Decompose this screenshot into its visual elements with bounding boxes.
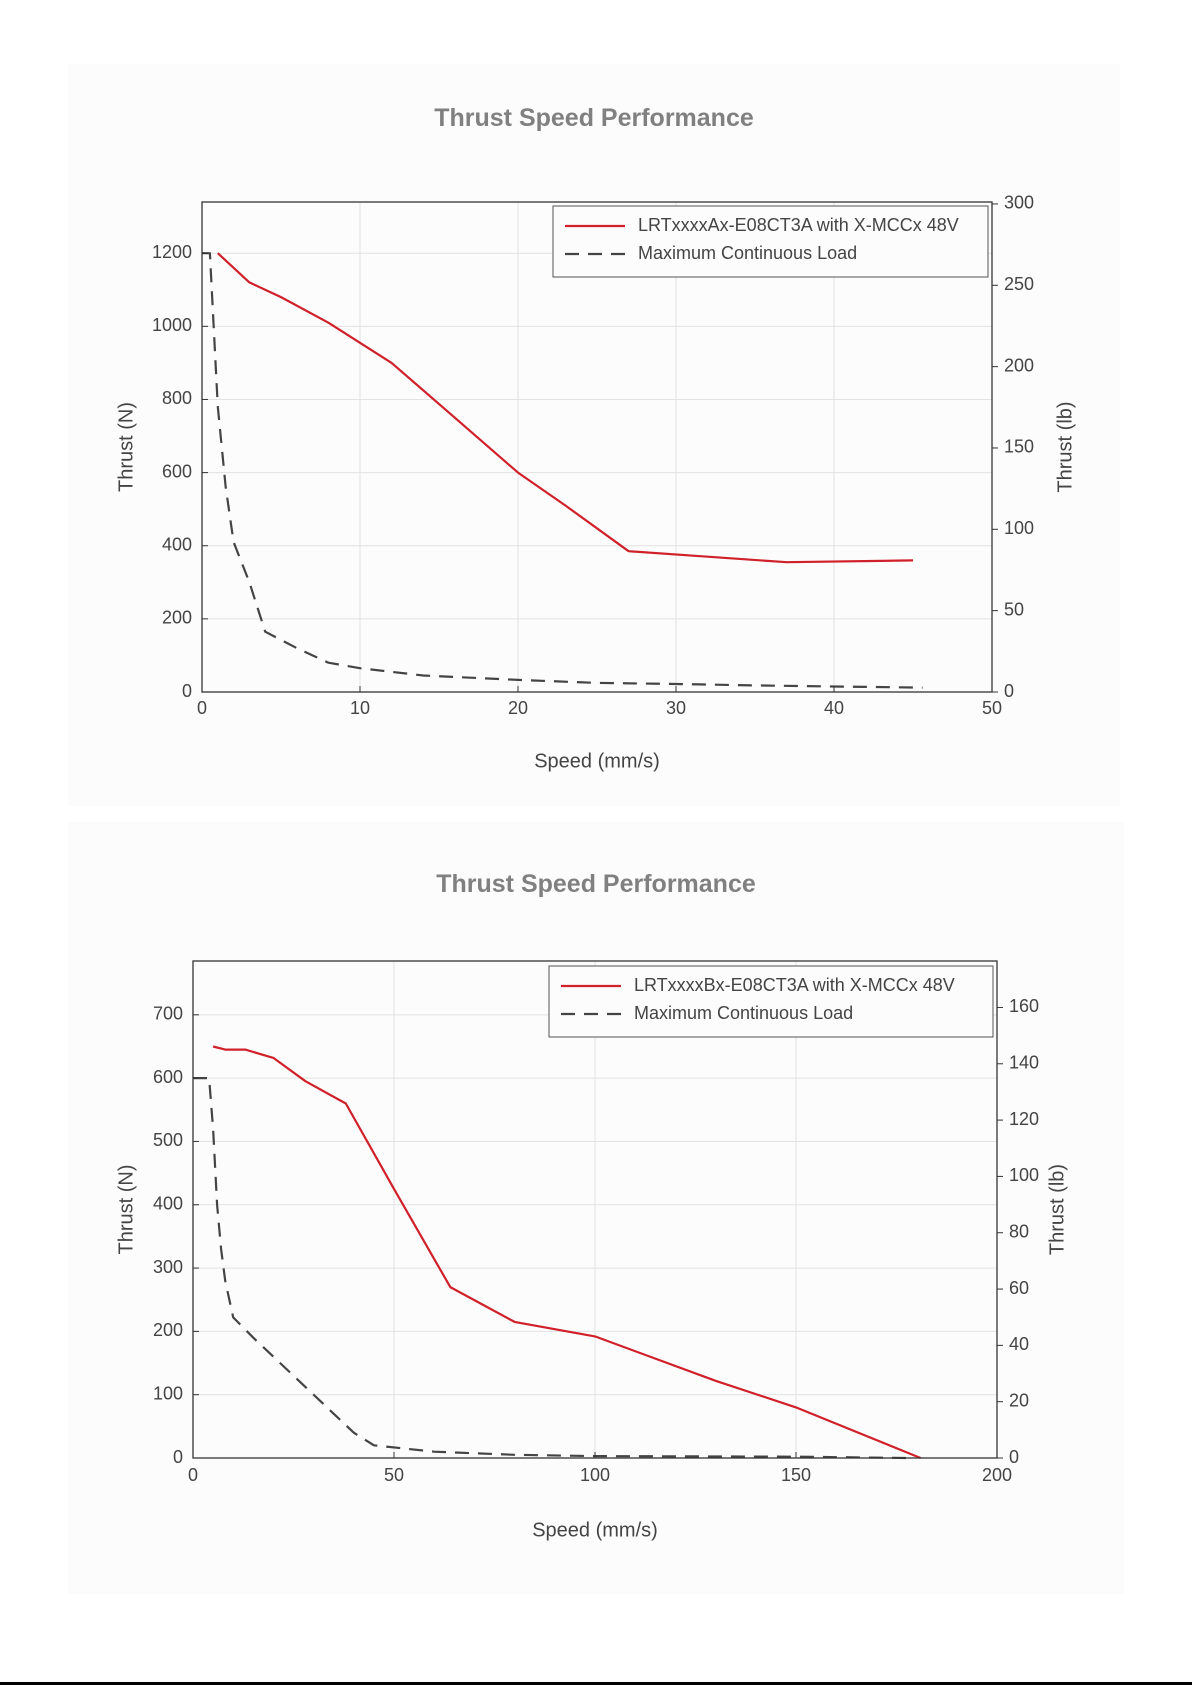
x-axis-label: Speed (mm/s) (532, 1519, 658, 1541)
y-tick-label: 400 (162, 534, 192, 554)
y2-tick-label: 0 (1009, 1447, 1019, 1467)
y-tick-label: 0 (182, 681, 192, 701)
x-axis-label: Speed (mm/s) (534, 750, 660, 772)
y-tick-label: 300 (153, 1257, 183, 1277)
legend-label-max-continuous-load: Maximum Continuous Load (634, 1003, 853, 1023)
y2-tick-label: 300 (1004, 193, 1034, 213)
y-tick-label: 500 (153, 1130, 183, 1150)
y-tick-label: 700 (153, 1004, 183, 1024)
y-tick-label: 1200 (152, 242, 192, 262)
x-tick-label: 0 (197, 698, 207, 718)
axes-frame (201, 201, 993, 693)
x-tick-label: 0 (188, 1465, 198, 1485)
y2-tick-label: 200 (1004, 355, 1034, 375)
series-line-performance (212, 1045, 922, 1460)
legend-label-max-continuous-load: Maximum Continuous Load (638, 243, 857, 263)
y2-tick-label: 0 (1004, 681, 1014, 701)
y-tick-label: 400 (153, 1194, 183, 1214)
x-tick-label: 100 (580, 1465, 610, 1485)
y2-tick-label: 140 (1009, 1053, 1039, 1073)
y2-tick-label: 150 (1004, 437, 1034, 457)
y-tick-label: 600 (162, 461, 192, 481)
x-tick-label: 150 (781, 1465, 811, 1485)
y-tick-label: 1000 (152, 315, 192, 335)
y2-tick-label: 60 (1009, 1278, 1029, 1298)
x-tick-label: 40 (824, 698, 844, 718)
y2-tick-label: 20 (1009, 1390, 1029, 1410)
y-tick-label: 200 (162, 608, 192, 628)
x-tick-label: 30 (666, 698, 686, 718)
x-tick-label: 200 (982, 1465, 1012, 1485)
page-bottom-edge (0, 1682, 1192, 1685)
x-tick-label: 20 (508, 698, 528, 718)
y2-axis-label: Thrust (lb) (1054, 401, 1076, 492)
y-tick-label: 100 (153, 1383, 183, 1403)
y-tick-label: 600 (153, 1067, 183, 1087)
y2-tick-label: 250 (1004, 274, 1034, 294)
legend-label-performance: LRTxxxxBx-E08CT3A with X-MCCx 48V (634, 975, 955, 995)
y2-tick-label: 40 (1009, 1334, 1029, 1354)
x-tick-label: 50 (982, 698, 1002, 718)
y-axis-label: Thrust (N) (115, 402, 137, 492)
legend-box (552, 205, 989, 278)
x-tick-label: 50 (384, 1465, 404, 1485)
y2-tick-label: 80 (1009, 1221, 1029, 1241)
plot-area (202, 202, 992, 692)
y2-tick-label: 50 (1004, 599, 1024, 619)
legend-label-performance: LRTxxxxAx-E08CT3A with X-MCCx 48V (638, 215, 959, 235)
legend-box (548, 965, 994, 1038)
y-axis-label: Thrust (N) (115, 1165, 137, 1255)
series-line-max-continuous-load (193, 1076, 909, 1460)
series-line-performance (217, 252, 914, 564)
y2-tick-label: 100 (1009, 1165, 1039, 1185)
y2-tick-label: 100 (1004, 518, 1034, 538)
y2-tick-label: 160 (1009, 996, 1039, 1016)
y2-tick-label: 120 (1009, 1109, 1039, 1129)
y-tick-label: 800 (162, 388, 192, 408)
x-tick-label: 10 (350, 698, 370, 718)
chart-title: Thrust Speed Performance (434, 104, 754, 132)
y2-axis-label: Thrust (lb) (1046, 1164, 1068, 1255)
y-tick-label: 0 (173, 1447, 183, 1467)
y-tick-label: 200 (153, 1320, 183, 1340)
chart-title: Thrust Speed Performance (436, 870, 756, 898)
series-line-max-continuous-load (202, 252, 923, 689)
